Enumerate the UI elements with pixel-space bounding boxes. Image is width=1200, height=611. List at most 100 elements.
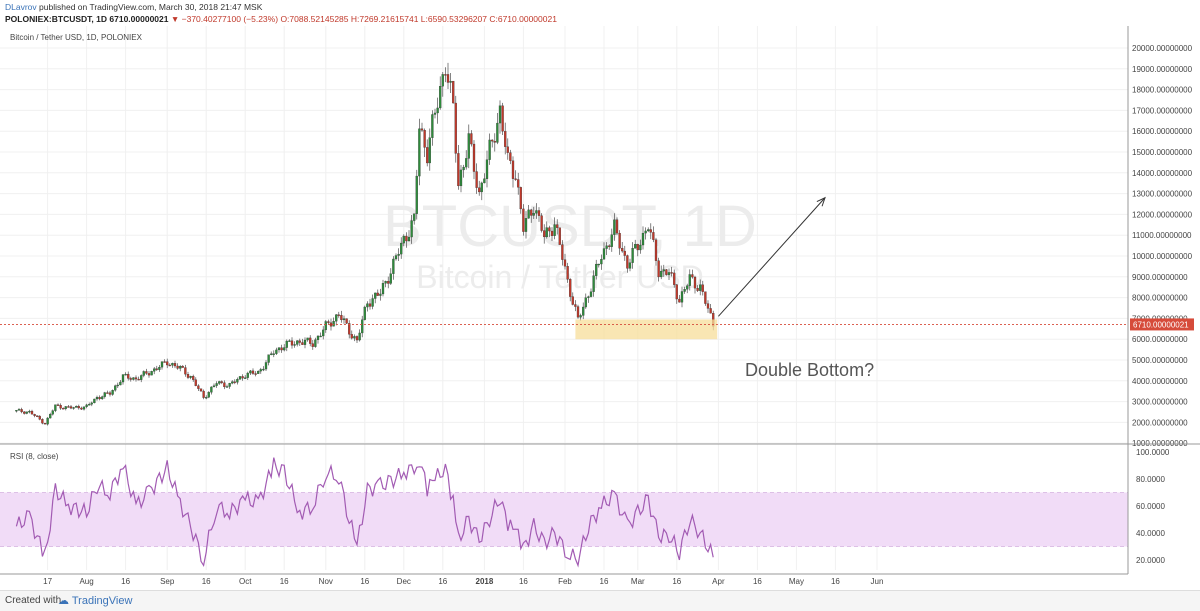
x-tick-label: Oct [239,577,252,586]
candle-body [641,232,645,246]
candle-body [332,321,335,327]
candle-body [644,230,647,234]
candle-body [98,397,101,400]
tradingview-logo[interactable]: ☁ TradingView [58,594,132,607]
candle-body [238,376,242,380]
candle-body [111,390,114,395]
candle-body [527,209,530,219]
y-tick-label: 4000.00000000 [1132,377,1188,386]
x-tick-label: Mar [631,577,645,586]
annotation-text[interactable]: Double Bottom? [745,360,874,380]
x-tick-label: Jun [871,577,884,586]
y-tick-label: 20000.00000000 [1132,44,1193,53]
candle-body [283,347,286,351]
candle-body [566,266,569,280]
main-legend: Bitcoin / Tether USD, 1D, POLONIEX [10,33,143,42]
candle-body [387,281,390,284]
rsi-tick-label: 100.0000 [1136,448,1170,457]
candle-body [537,210,541,216]
candle-body [366,303,369,308]
candle-body [449,80,452,83]
author-link[interactable]: DLavrov [5,2,37,12]
candle-body [218,381,221,384]
candle-body [485,159,489,179]
candle-body [706,303,710,309]
double-bottom-zone[interactable] [575,319,718,340]
candle-body [608,245,611,247]
candle-body [660,270,663,278]
candle-body [407,236,411,242]
candle-body [579,315,582,318]
candle-body [51,410,54,415]
last-price-label: 6710.00000021 [1133,320,1189,329]
candle-body [20,409,23,413]
candle-body [649,229,652,233]
candle-body [501,105,504,132]
candle-body [392,258,395,274]
candle-body [350,334,353,339]
candle-body [498,105,502,124]
candle-body [36,415,39,417]
candle-body [431,114,434,138]
candle-body [231,381,234,384]
candle-body [647,229,650,232]
candle-body [441,74,444,87]
candle-body [394,255,398,260]
y-tick-label: 9000.00000000 [1132,273,1188,282]
x-tick-label: Sep [160,577,175,586]
y-tick-label: 3000.00000000 [1132,398,1188,407]
candles [15,62,715,426]
candle-body [345,318,348,324]
x-tick-label: Aug [79,577,93,586]
candle-body [413,213,416,221]
x-tick-label: Feb [558,577,572,586]
rsi-band [0,492,1128,547]
candle-body [158,366,161,370]
candle-body [595,263,598,276]
candle-body [628,262,632,269]
candle-body [667,272,671,275]
candle-body [155,368,158,370]
arrow-shaft [718,197,826,317]
candle-body [82,406,86,410]
candle-body [56,404,60,406]
candle-body [205,397,208,399]
candle-body [462,166,465,171]
candle-body [267,354,270,363]
candle-body [114,385,117,391]
change-value: ▼ −370.40277100 (−5.23%) [170,14,279,24]
watermark-symbol: BTCUSDT, 1D [383,194,757,259]
candle-body [142,371,145,376]
candle-body [623,250,626,256]
y-tick-label: 16000.00000000 [1132,127,1193,136]
candle-body [145,371,148,374]
candle-body [389,273,392,284]
y-tick-label: 13000.00000000 [1132,190,1193,199]
candle-body [493,140,496,143]
last-price-tag [1130,318,1194,331]
candle-body [342,318,346,321]
candle-body [272,353,275,355]
candle-body [33,414,36,416]
candle-body [576,306,580,318]
rsi-legend: RSI (8, close) [10,452,59,461]
candle-body [119,381,122,386]
candle-body [517,179,520,188]
candle-body [153,368,156,372]
chart-canvas[interactable]: BTCUSDT, 1D Bitcoin / Tether USD 20000.0… [0,26,1200,590]
candle-body [683,289,686,292]
candle-body [470,133,473,145]
candle-body [301,342,304,345]
candle-body [93,398,96,404]
candle-body [285,340,288,348]
candle-body [545,227,548,238]
arrow-head [816,196,826,207]
candle-body [236,379,239,383]
candle-body [467,133,470,159]
trend-arrow[interactable] [718,196,826,317]
candle-body [25,411,28,414]
y-tick-label: 12000.00000000 [1132,210,1193,219]
candle-body [506,146,509,153]
candle-body [605,245,608,249]
x-tick-label: 16 [831,577,840,586]
